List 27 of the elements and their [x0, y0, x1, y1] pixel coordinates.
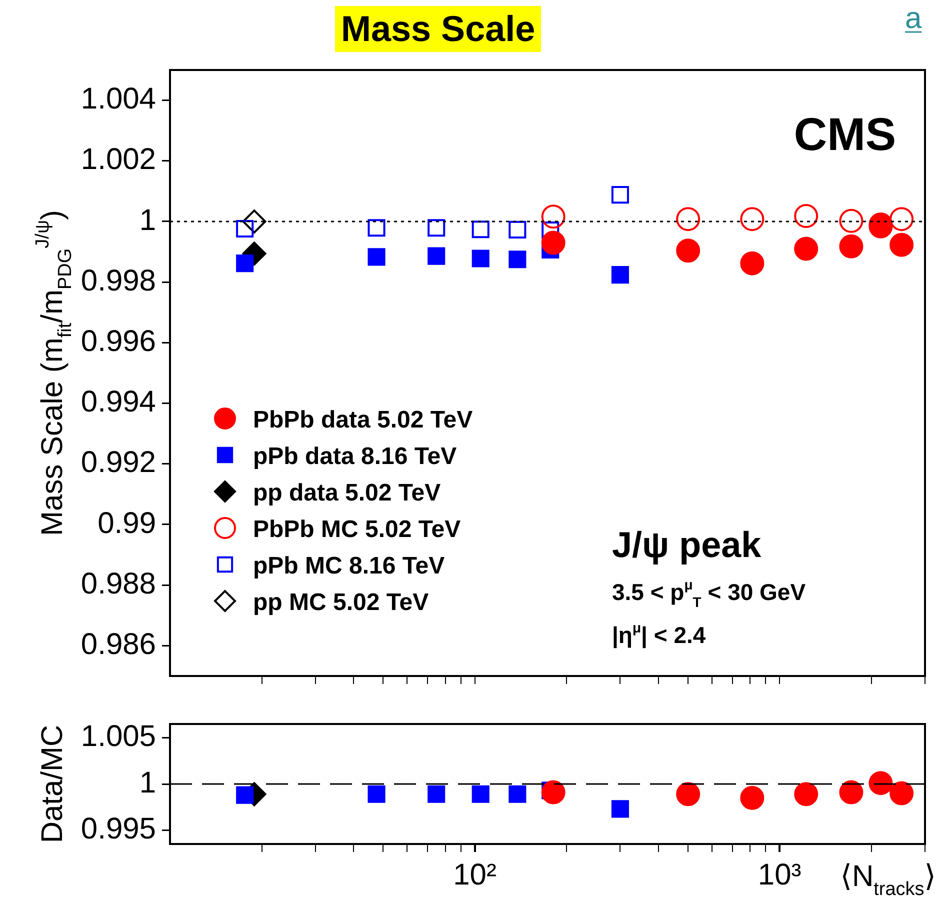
y-tick-label: 0.998 [80, 264, 156, 298]
y-tick-label: 1.004 [80, 82, 156, 116]
legend-label: pPb MC 8.16 TeV [253, 552, 445, 580]
chart-title: Mass Scale [335, 6, 542, 52]
legend-label: pp data 5.02 TeV [253, 480, 441, 506]
legend-label: PbPb data 5.02 TeV [253, 406, 473, 434]
y-tick-label: 1 [139, 204, 156, 237]
y-tick-label: 0.988 [80, 567, 156, 600]
y-tick-label: 0.994 [80, 386, 156, 419]
annotation: CMS [794, 108, 896, 160]
y-axis-title: Mass Scale (mfit/mPDGJ/ψ) [32, 210, 76, 536]
legend-label: PbPb MC 5.02 TeV [253, 516, 461, 543]
y-tick-label: 0.986 [80, 628, 156, 661]
y-tick-label: 0.992 [80, 446, 156, 480]
x-tick-label: 10³ [758, 858, 802, 892]
text: a [905, 2, 922, 35]
y-tick-label: 0.995 [80, 812, 156, 846]
legend-label: pPb data 8.16 TeV [253, 443, 457, 470]
y-tick-label: 1.002 [80, 143, 156, 176]
y-axis-title: Data/MC [36, 724, 69, 844]
annotation: J/ψ peak [612, 524, 762, 565]
legend-label: pp MC 5.02 TeV [253, 589, 429, 616]
y-tick-label: 1 [139, 766, 156, 800]
y-tick-label: 0.99 [98, 506, 156, 540]
y-tick-label: 0.996 [80, 324, 156, 358]
y-tick-label: 1.005 [80, 720, 156, 754]
x-tick-label: 10² [453, 858, 496, 892]
